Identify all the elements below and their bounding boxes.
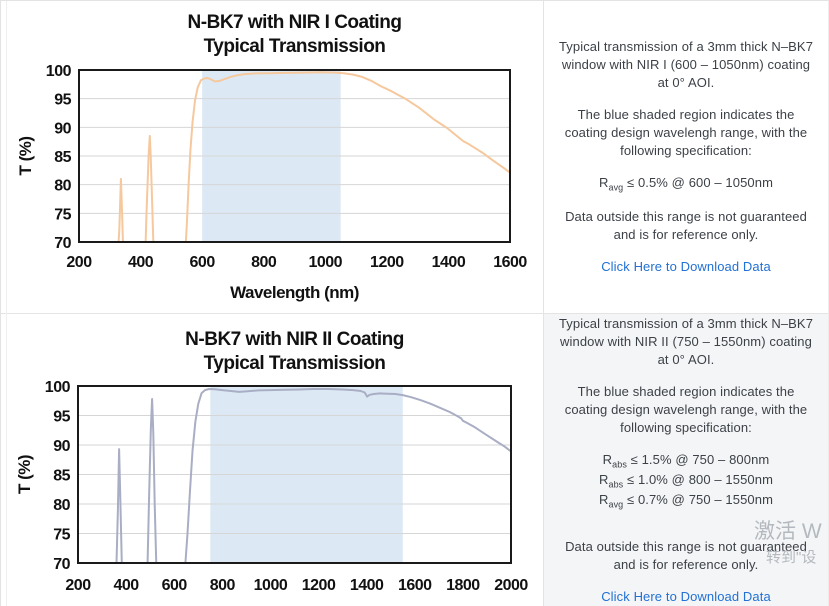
x-tick-label: 600 <box>162 577 188 594</box>
nir1-specs: Ravg ≤ 0.5% @ 600 – 1050nm <box>599 174 773 194</box>
nir2-shaded-region-note: The blue shaded region indicates the coa… <box>564 383 808 435</box>
transmission-curve <box>115 388 511 563</box>
y-tick-label: 75 <box>54 206 71 223</box>
nir1-download-data-link[interactable]: Click Here to Download Data <box>601 258 771 274</box>
y-tick-label: 90 <box>53 438 70 455</box>
spec-line: Ravg ≤ 0.5% @ 600 – 1050nm <box>598 174 774 193</box>
spec-line: Rabs ≤ 1.5% @ 750 – 800nm <box>602 451 770 470</box>
y-tick-label: 70 <box>53 556 70 573</box>
x-tick-label: 1000 <box>308 254 342 271</box>
plot-frame <box>78 69 511 243</box>
y-tick-label: 85 <box>54 149 71 166</box>
x-tick-label: 1800 <box>446 577 480 594</box>
y-tick-label: 80 <box>53 497 70 514</box>
nir2-description: Typical transmission of a 3mm thick N–BK… <box>558 316 814 367</box>
x-axis-label: Wavelength (nm) <box>230 283 359 302</box>
x-tick-label: 400 <box>128 254 154 271</box>
y-tick-label: 75 <box>53 527 70 544</box>
x-tick-label: 1600 <box>398 577 432 594</box>
x-tick-label: 1400 <box>432 254 466 271</box>
chart-title: Typical Transmission <box>204 36 386 57</box>
chart-title: N-BK7 with NIR I Coating <box>188 12 402 33</box>
x-tick-label: 1600 <box>493 254 527 271</box>
y-tick-label: 100 <box>45 379 71 396</box>
x-tick-label: 1200 <box>302 577 336 594</box>
nir2-chart-panel: N-BK7 with NIR II Coating Typical Transmi… <box>1 314 544 606</box>
x-tick-label: 400 <box>114 577 140 594</box>
transmission-curve <box>117 71 510 242</box>
y-tick-label: 70 <box>54 235 71 252</box>
nir1-disclaimer: Data outside this range is not guarantee… <box>565 209 807 242</box>
spec-line: Rabs ≤ 1.0% @ 800 – 1550nm <box>598 471 774 490</box>
x-tick-label: 800 <box>210 577 236 594</box>
nir2-transmission-chart: N-BK7 with NIR II Coating Typical Transmi… <box>15 329 529 594</box>
x-tick-label: 1400 <box>350 577 384 594</box>
y-tick-label: 95 <box>53 409 70 426</box>
nir2-info-panel: Typical transmission of a 3mm thick N–BK… <box>544 314 828 606</box>
nir1-description: Typical transmission of a 3mm thick N–BK… <box>558 39 814 91</box>
y-tick-label: 90 <box>54 120 71 137</box>
y-tick-label: 85 <box>53 468 70 485</box>
x-tick-label: 2000 <box>494 577 528 594</box>
nir2-section: N-BK7 with NIR II Coating Typical Transmi… <box>1 314 828 606</box>
x-tick-label: 600 <box>190 254 216 271</box>
nir1-transmission-chart: N-BK7 with NIR I Coating Typical Transmis… <box>16 12 528 302</box>
x-tick-label: 1000 <box>254 577 288 594</box>
nir1-info-panel: Typical transmission of a 3mm thick N–BK… <box>544 1 828 313</box>
y-axis-label: T (%) <box>15 455 34 494</box>
y-tick-label: 100 <box>46 63 72 80</box>
chart-title: N-BK7 with NIR II Coating <box>185 329 404 350</box>
plot-frame <box>77 385 512 564</box>
nir1-section: N-BK7 with NIR I Coating Typical Transmis… <box>1 1 828 314</box>
nir1-shaded-region-note: The blue shaded region indicates the coa… <box>564 107 808 158</box>
y-axis-label: T (%) <box>16 136 35 175</box>
x-tick-label: 200 <box>65 577 91 594</box>
nir1-chart-panel: N-BK7 with NIR I Coating Typical Transmis… <box>1 1 544 313</box>
x-tick-label: 1200 <box>370 254 404 271</box>
spec-line: Ravg ≤ 0.7% @ 750 – 1550nm <box>598 492 774 510</box>
nir2-specs: Rabs ≤ 1.5% @ 750 – 800nm Rabs ≤ 1.0% @ 8… <box>599 451 773 512</box>
chart-title: Typical Transmission <box>204 353 386 374</box>
y-tick-label: 95 <box>54 92 71 109</box>
x-tick-label: 200 <box>66 254 92 271</box>
x-tick-label: 800 <box>251 254 277 271</box>
y-tick-label: 80 <box>54 178 71 195</box>
nir2-disclaimer: Data outside this range is not guarantee… <box>565 539 807 573</box>
nir2-download-data-link[interactable]: Click Here to Download Data <box>601 589 771 605</box>
